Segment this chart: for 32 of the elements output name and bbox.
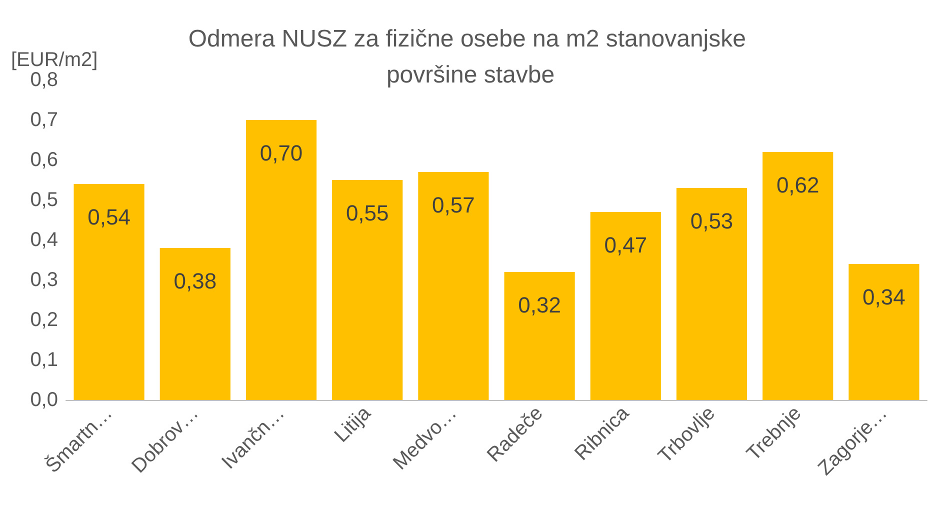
data-label: 0,57: [432, 192, 475, 218]
bar: [676, 188, 748, 400]
bar: [160, 248, 230, 400]
data-label: 0,70: [260, 140, 303, 166]
y-tick-label: 0,1: [30, 349, 58, 371]
y-tick-label: 0,2: [30, 309, 58, 331]
y-tick-label: 0,5: [30, 189, 58, 211]
bar: [246, 120, 317, 400]
bar: [74, 184, 144, 400]
y-axis-title: [EUR/m2]: [11, 49, 98, 72]
data-label: 0,54: [88, 204, 130, 230]
bar: [418, 172, 489, 400]
y-tick-label: 0,8: [30, 69, 58, 91]
data-label: 0,62: [776, 172, 820, 198]
y-tick-label: 0,3: [30, 269, 58, 291]
data-label: 0,47: [604, 232, 648, 258]
bar: [332, 180, 403, 400]
y-tick-label: 0,4: [30, 229, 58, 251]
data-label: 0,38: [174, 268, 217, 294]
data-label: 0,55: [346, 200, 389, 226]
bar: [504, 272, 575, 400]
bar: [762, 152, 834, 400]
y-tick-label: 0,0: [30, 389, 58, 411]
data-label: 0,34: [862, 284, 906, 310]
y-tick-label: 0,7: [30, 109, 58, 131]
y-tick-label: 0,6: [30, 149, 58, 171]
x-tick-label: Litija: [330, 402, 376, 447]
data-label: 0,53: [690, 208, 734, 234]
bar: [848, 264, 920, 400]
bar: [590, 212, 661, 400]
data-label: 0,32: [518, 292, 561, 318]
chart-title: Odmera NUSZ za fizične osebe na m2 stanovanjske površine stavbe: [188, 26, 753, 88]
